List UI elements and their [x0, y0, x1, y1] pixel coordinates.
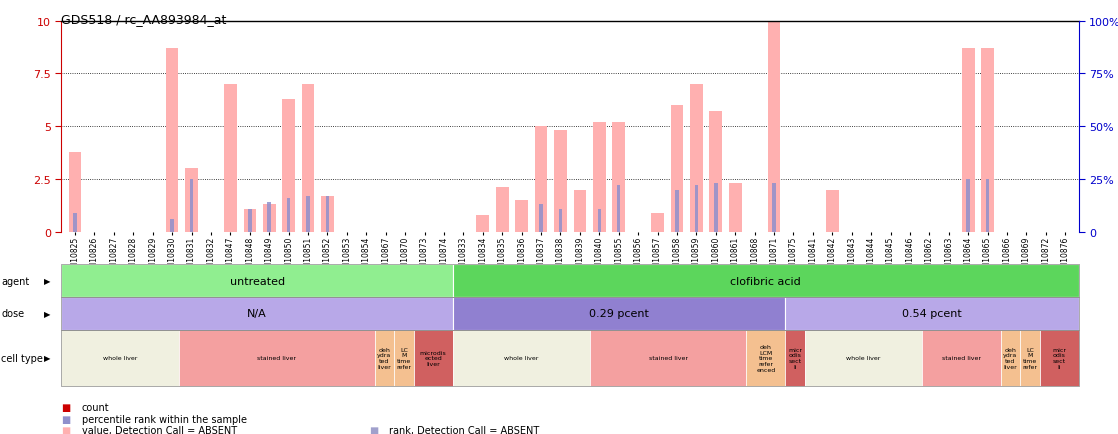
Bar — [652, 213, 664, 232]
Bar — [617, 186, 620, 232]
Text: whole liver: whole liver — [846, 355, 881, 361]
Bar — [287, 198, 291, 232]
Bar — [694, 186, 698, 232]
Bar — [982, 49, 994, 232]
Text: ▶: ▶ — [44, 309, 50, 318]
Bar — [74, 213, 77, 232]
Bar — [966, 180, 970, 232]
Text: value, Detection Call = ABSENT: value, Detection Call = ABSENT — [82, 425, 237, 434]
Text: ■: ■ — [61, 403, 70, 412]
Text: dose: dose — [1, 309, 25, 319]
Text: ■: ■ — [61, 414, 70, 424]
Bar — [302, 85, 314, 232]
Bar — [69, 152, 82, 232]
Bar — [773, 184, 776, 232]
Text: ■: ■ — [369, 425, 378, 434]
Text: whole liver: whole liver — [504, 355, 539, 361]
Bar — [325, 197, 330, 232]
Bar — [321, 197, 334, 232]
Bar — [244, 209, 256, 232]
Bar — [306, 197, 310, 232]
Text: percentile rank within the sample: percentile rank within the sample — [82, 414, 247, 424]
Bar — [768, 22, 780, 232]
Text: ▶: ▶ — [44, 354, 50, 362]
Bar — [593, 123, 606, 232]
Text: deh
LCM
time
refer
enced: deh LCM time refer enced — [756, 344, 776, 372]
Bar — [559, 209, 562, 232]
Bar — [710, 112, 722, 232]
Bar — [555, 131, 567, 232]
Bar — [613, 123, 625, 232]
Text: LC
M
time
refer: LC M time refer — [397, 347, 411, 369]
Text: agent: agent — [1, 276, 29, 286]
Text: micr
odis
sect
li: micr odis sect li — [1052, 347, 1067, 369]
Text: microdis
ected
liver: microdis ected liver — [420, 350, 446, 366]
Text: count: count — [82, 403, 110, 412]
Text: stained liver: stained liver — [942, 355, 980, 361]
Bar — [186, 169, 198, 232]
Bar — [534, 127, 548, 232]
Bar — [729, 184, 741, 232]
Bar — [224, 85, 237, 232]
Text: ■: ■ — [61, 425, 70, 434]
Bar — [165, 49, 179, 232]
Text: LC
M
time
refer: LC M time refer — [1023, 347, 1038, 369]
Bar — [496, 188, 509, 232]
Bar — [675, 190, 679, 232]
Text: deh
ydra
ted
liver: deh ydra ted liver — [377, 347, 391, 369]
Bar — [826, 190, 838, 232]
Bar — [597, 209, 601, 232]
Bar — [263, 205, 275, 232]
Bar — [170, 220, 174, 232]
Text: stained liver: stained liver — [257, 355, 296, 361]
Bar — [283, 99, 295, 232]
Text: clofibric acid: clofibric acid — [730, 276, 802, 286]
Text: micr
odis
sect
li: micr odis sect li — [788, 347, 803, 369]
Bar — [986, 180, 989, 232]
Bar — [539, 205, 543, 232]
Bar — [515, 201, 528, 232]
Text: rank, Detection Call = ABSENT: rank, Detection Call = ABSENT — [389, 425, 539, 434]
Text: 0.54 pcent: 0.54 pcent — [902, 309, 961, 319]
Bar — [267, 203, 271, 232]
Bar — [574, 190, 586, 232]
Bar — [690, 85, 703, 232]
Text: N/A: N/A — [247, 309, 267, 319]
Text: ▶: ▶ — [44, 276, 50, 286]
Bar — [961, 49, 975, 232]
Bar — [248, 209, 252, 232]
Bar — [671, 106, 683, 232]
Text: stained liver: stained liver — [648, 355, 688, 361]
Bar — [190, 180, 193, 232]
Text: cell type: cell type — [1, 353, 42, 363]
Text: deh
ydra
ted
liver: deh ydra ted liver — [1003, 347, 1017, 369]
Text: GDS518 / rc_AA893984_at: GDS518 / rc_AA893984_at — [61, 13, 227, 26]
Text: whole liver: whole liver — [103, 355, 138, 361]
Text: untreated: untreated — [229, 276, 285, 286]
Bar — [476, 215, 489, 232]
Bar — [714, 184, 718, 232]
Text: 0.29 pcent: 0.29 pcent — [589, 309, 650, 319]
